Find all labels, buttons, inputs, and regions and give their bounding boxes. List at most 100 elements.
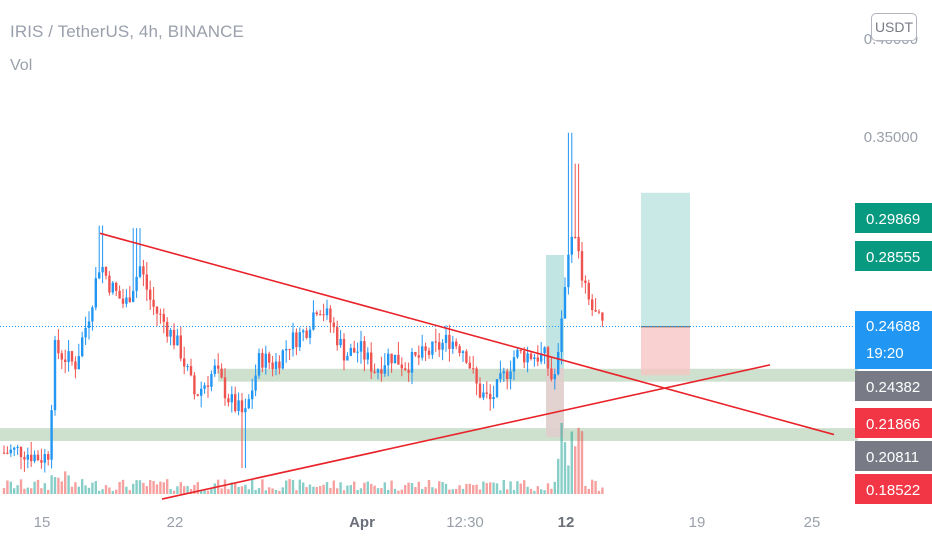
volume-bar	[495, 483, 499, 494]
candle-body	[264, 353, 267, 368]
candle-body	[274, 361, 278, 369]
candle-body	[332, 322, 335, 328]
candle-body	[485, 392, 488, 394]
volume-bar	[567, 465, 570, 494]
volume-bar	[475, 484, 478, 494]
currency-button[interactable]: USDT	[871, 13, 917, 41]
volume-bar	[400, 489, 403, 494]
candle-body	[257, 353, 261, 376]
volume-bar	[414, 487, 417, 494]
candle-body	[400, 364, 403, 369]
volume-bar	[359, 488, 363, 494]
volume-bar	[336, 488, 339, 494]
candle-body	[33, 454, 36, 462]
candle-body	[189, 366, 193, 376]
volume-bar	[601, 487, 604, 494]
volume-bar	[325, 482, 329, 494]
candle-body	[142, 266, 145, 275]
time-tick-label: 19	[689, 514, 706, 531]
candle-body	[9, 449, 12, 454]
volume-bar	[458, 485, 461, 494]
candle-body	[451, 341, 454, 349]
volume-bar	[509, 481, 512, 494]
volume-bar	[438, 481, 441, 494]
volume-bar	[138, 480, 142, 494]
volume-bar	[407, 482, 410, 494]
volume-bar	[536, 486, 539, 494]
volume-bar	[220, 488, 223, 494]
candle-body	[529, 353, 533, 360]
volume-bar	[356, 489, 359, 494]
volume-bar	[121, 479, 125, 494]
stop-zone	[641, 326, 690, 376]
candle-body	[13, 447, 16, 450]
countdown-label: 19:20	[866, 345, 904, 362]
candle-body	[70, 351, 74, 362]
volume-bar	[302, 482, 305, 494]
candle-body	[472, 368, 475, 370]
volume-bar	[431, 487, 434, 494]
volume-bar	[512, 489, 516, 494]
candle-body	[448, 334, 451, 349]
volume-bar	[288, 479, 291, 494]
candle-body	[444, 334, 448, 343]
candle-body	[356, 351, 359, 353]
candle-body	[390, 353, 393, 364]
candle-body	[135, 276, 138, 291]
volume-bar	[455, 489, 458, 494]
volume-bar	[485, 483, 488, 494]
candle-body	[57, 340, 60, 354]
candle-body	[155, 306, 159, 314]
candle-body	[94, 278, 97, 308]
volume-bar	[319, 486, 322, 494]
volume-bar	[570, 431, 573, 494]
candle-body	[237, 400, 240, 411]
volume-bar	[251, 479, 254, 494]
candle-body	[434, 341, 437, 343]
candle-body	[81, 337, 84, 357]
candle-body	[132, 290, 135, 302]
candle-body	[404, 368, 407, 370]
candle-body	[512, 357, 516, 372]
volume-bar	[526, 486, 529, 494]
volume-bar	[166, 479, 169, 494]
volume-bar	[261, 479, 264, 494]
volume-bar	[489, 482, 492, 494]
candle-body	[244, 408, 247, 413]
candle-body	[2, 452, 6, 454]
volume-bar	[577, 427, 580, 494]
time-tick-label: 15	[34, 514, 51, 531]
candle-body	[509, 371, 512, 379]
candle-body	[183, 358, 186, 367]
volume-bar	[533, 490, 536, 494]
candle-body	[285, 348, 288, 351]
candle-body	[363, 341, 366, 360]
candle-body	[145, 274, 148, 290]
volume-bar	[376, 488, 380, 494]
volume-bar	[237, 486, 240, 494]
candle-body	[77, 356, 80, 370]
volume-bar	[244, 484, 247, 494]
candle-body	[526, 353, 529, 363]
candle-body	[336, 327, 339, 346]
volume-bar	[461, 488, 465, 494]
candle-body	[380, 369, 383, 374]
volume-bar	[580, 431, 584, 494]
volume-bar	[128, 490, 131, 494]
candle-body	[580, 251, 584, 281]
volume-bar	[339, 482, 342, 494]
candle-body	[149, 289, 152, 300]
candle-body	[261, 353, 264, 368]
volume-bar	[132, 483, 135, 494]
candle-body	[288, 348, 291, 350]
volume-bar	[478, 489, 482, 494]
candle-body	[40, 460, 43, 463]
volume-bar	[183, 486, 186, 494]
support-zone	[0, 428, 858, 442]
volume-bar	[281, 487, 284, 494]
price-label: 0.18522	[866, 482, 920, 499]
candle-body	[200, 388, 203, 396]
volume-label: Vol	[10, 57, 33, 74]
volume-bar	[200, 489, 203, 494]
